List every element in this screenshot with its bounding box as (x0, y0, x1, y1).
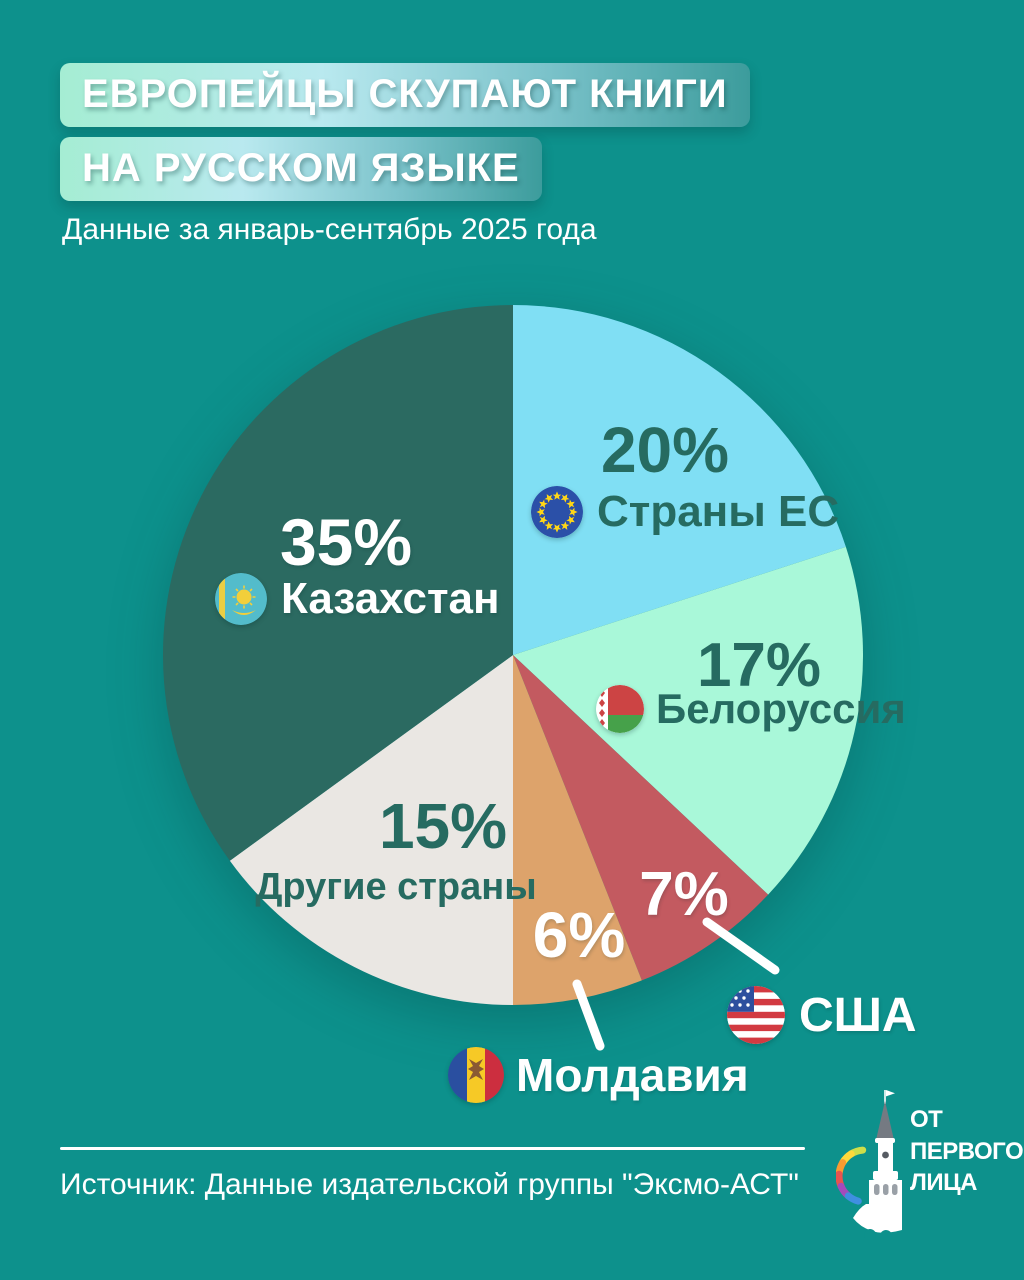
others-percent-label: 15% (378, 790, 508, 862)
rainbow-arc-icon (836, 1146, 867, 1205)
eu-legend-row: Страны ЕС (531, 486, 839, 538)
kazakhstan-flag-icon (215, 573, 267, 625)
eu-flag-icon (531, 486, 583, 538)
brand-logo: ОТ ПЕРВОГО ЛИЦА (836, 1088, 1024, 1238)
pie-slice-2 (513, 655, 769, 981)
pie-chart (163, 305, 863, 1005)
title-line-2: НА РУССКОМ ЯЗЫКЕ (60, 137, 542, 201)
kremlin-tower-icon (836, 1090, 902, 1238)
kazakhstan-label: Казахстан (281, 574, 500, 623)
moldova-legend-row: Молдавия (448, 1047, 749, 1103)
source-text: Источник: Данные издательской группы "Эк… (60, 1168, 799, 1201)
eu-label: Страны ЕС (597, 487, 840, 536)
tower-shape (853, 1090, 902, 1238)
pie-slice-1 (513, 546, 863, 895)
logo-text: ОТ ПЕРВОГО ЛИЦА (910, 1088, 1024, 1199)
belarus-flag-icon (596, 685, 644, 733)
usa-percent-label: 7% (639, 860, 729, 929)
divider-line (60, 1147, 805, 1150)
others-label: Другие страны (255, 866, 537, 908)
moldova-label: Молдавия (516, 1049, 749, 1101)
eu-percent-label: 20% (600, 414, 730, 486)
logo-line-2: ПЕРВОГО (910, 1137, 1024, 1165)
pie-slice-3 (513, 655, 642, 1005)
kazakhstan-legend-row: Казахстан (215, 573, 500, 625)
moldova-percent-label: 6% (532, 899, 626, 971)
belarus-label: Белоруссия (656, 685, 906, 732)
usa-label: США (799, 988, 917, 1042)
pie-slice-4 (229, 655, 513, 1005)
header: ЕВРОПЕЙЦЫ СКУПАЮТ КНИГИ НА РУССКОМ ЯЗЫКЕ (60, 63, 750, 211)
belarus-legend-row: Белоруссия (596, 685, 906, 733)
pie-slice-0 (513, 305, 846, 655)
logo-line-1: ОТ (910, 1106, 943, 1133)
kazakhstan-percent-label: 35% (279, 505, 413, 579)
usa-flag-icon (727, 986, 785, 1044)
logo-line-3: ЛИЦА (910, 1169, 977, 1197)
moldova-flag-icon (448, 1047, 504, 1103)
title-line-1: ЕВРОПЕЙЦЫ СКУПАЮТ КНИГИ (60, 63, 750, 127)
belarus-percent-label: 17% (696, 631, 822, 700)
usa-legend-row: США (727, 986, 917, 1044)
subtitle: Данные за январь-сентябрь 2025 года (62, 213, 597, 246)
pie-slice-5 (163, 305, 513, 861)
